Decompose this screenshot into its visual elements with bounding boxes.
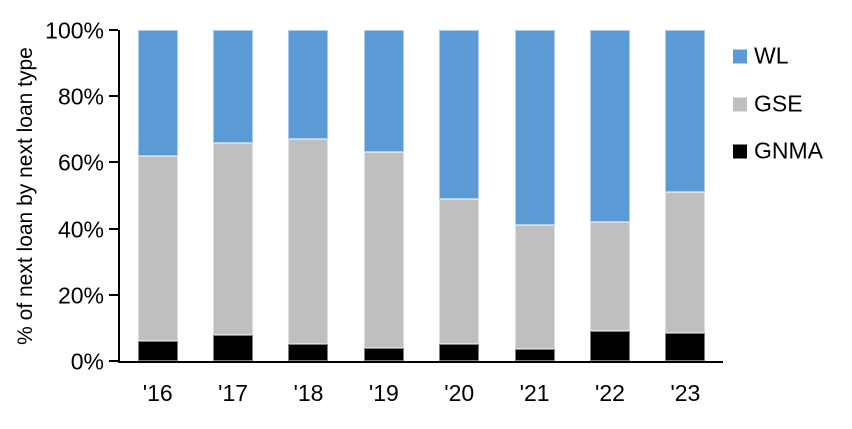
bar-segment-gse-19 [363, 152, 404, 348]
legend-label-wl: WL [754, 42, 789, 69]
y-tick-mark [109, 360, 118, 362]
bar-segment-wl-16 [137, 30, 178, 156]
bar-segment-gnma-16 [137, 341, 178, 361]
y-tick-label: 0% [70, 348, 104, 375]
y-tick-label: 100% [45, 17, 104, 44]
x-tick-label-18: '18 [293, 380, 324, 406]
bar-segment-gse-21 [514, 225, 555, 350]
y-tick-mark [109, 161, 118, 164]
x-tick-label-16: '16 [142, 380, 173, 406]
y-tick-label: 60% [57, 149, 104, 176]
x-tick-label-22: '22 [594, 380, 625, 406]
bar-segment-gse-17 [213, 142, 254, 335]
bar-segment-gse-20 [439, 198, 480, 345]
bar-segment-gnma-21 [514, 349, 555, 361]
x-tick-label-19: '19 [368, 380, 399, 406]
legend-item-gse: GSE [733, 91, 803, 118]
bar-segment-wl-18 [288, 30, 329, 140]
bar-segment-gse-18 [288, 139, 329, 345]
x-axis-line [118, 361, 723, 363]
x-tick-label-17: '17 [218, 380, 249, 406]
legend-label-gse: GSE [754, 90, 803, 117]
y-tick-label: 40% [57, 216, 104, 243]
legend-swatch-gse-icon [733, 97, 747, 111]
y-tick-mark [109, 227, 118, 230]
bar-segment-gnma-23 [665, 332, 706, 361]
bar-segment-gse-23 [665, 192, 706, 333]
y-tick-mark [109, 29, 118, 31]
bar-segment-gnma-20 [439, 344, 480, 361]
bar-segment-wl-22 [589, 30, 630, 222]
legend-label-gnma: GNMA [754, 137, 823, 164]
legend-swatch-gnma-icon [733, 144, 747, 158]
x-tick-label-20: '20 [444, 380, 475, 406]
bar-segment-wl-20 [439, 30, 480, 199]
bar-segment-gnma-22 [589, 331, 630, 361]
bar-segment-gnma-17 [213, 334, 254, 361]
bar-segment-gse-22 [589, 221, 630, 332]
bar-segment-wl-17 [213, 30, 254, 143]
x-tick-label-21: '21 [519, 380, 550, 406]
y-tick-mark [109, 293, 118, 296]
bar-segment-wl-19 [363, 30, 404, 153]
y-tick-label: 80% [57, 83, 104, 110]
bar-segment-wl-23 [665, 30, 706, 193]
legend-item-gnma: GNMA [733, 138, 823, 165]
legend-swatch-wl-icon [733, 49, 747, 63]
bar-segment-gnma-18 [288, 344, 329, 361]
y-axis-line [118, 30, 120, 363]
legend-item-wl: WL [733, 43, 789, 70]
y-tick-label: 20% [57, 282, 104, 309]
bar-segment-gnma-19 [363, 347, 404, 361]
x-tick-label-23: '23 [670, 380, 701, 406]
bar-segment-wl-21 [514, 30, 555, 226]
bar-segment-gse-16 [137, 155, 178, 342]
y-tick-mark [109, 95, 118, 98]
